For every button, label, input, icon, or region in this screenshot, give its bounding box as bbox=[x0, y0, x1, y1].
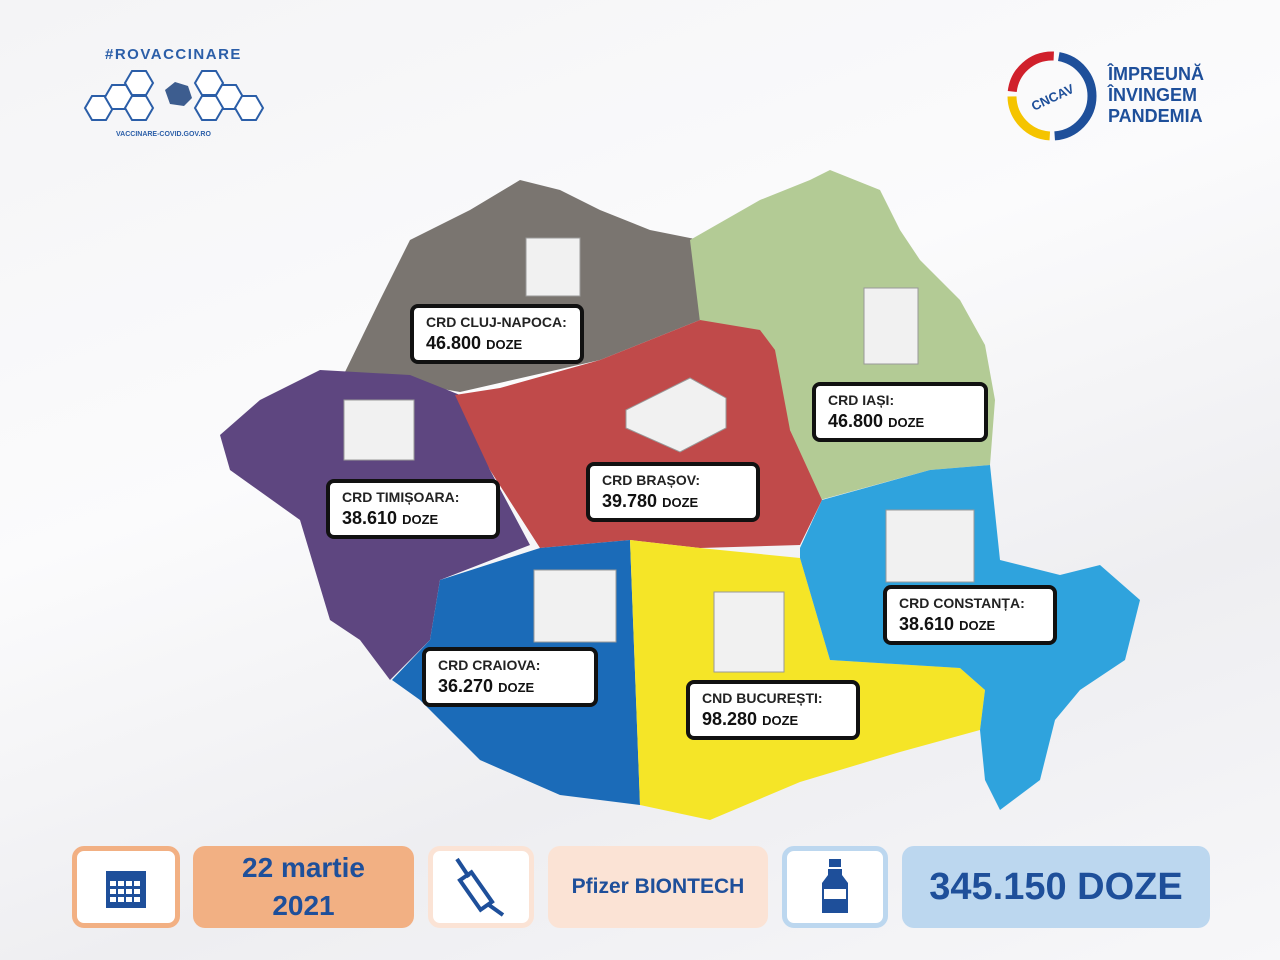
vial-box bbox=[782, 846, 888, 928]
building-icon bbox=[343, 399, 415, 461]
region-label-craiova: CRD CRAIOVA: 36.270 DOZE bbox=[422, 647, 598, 707]
region-unit: DOZE bbox=[402, 512, 439, 527]
region-name: CRD IAȘI: bbox=[828, 392, 895, 408]
region-doses: 38.610 bbox=[899, 614, 955, 634]
region-label-cluj: CRD CLUJ-NAPOCA: 46.800 DOZE bbox=[410, 304, 584, 364]
region-label-constanta: CRD CONSTANȚA: 38.610 DOZE bbox=[883, 585, 1057, 645]
region-label-bucuresti: CND BUCUREȘTI: 98.280 DOZE bbox=[686, 680, 860, 740]
region-doses: 36.270 bbox=[438, 676, 494, 696]
region-unit: DOZE bbox=[888, 415, 925, 430]
region-unit: DOZE bbox=[959, 618, 996, 633]
building-icon bbox=[713, 591, 785, 673]
region-name: CRD TIMIȘOARA: bbox=[342, 489, 460, 505]
region-doses: 38.610 bbox=[342, 508, 398, 528]
building-icons bbox=[343, 237, 975, 673]
region-unit: DOZE bbox=[762, 713, 799, 728]
total-doses: 345.150 DOZE bbox=[902, 846, 1210, 928]
syringe-box bbox=[428, 846, 534, 928]
website-url: VACCINARE-COVID.GOV.RO bbox=[116, 131, 211, 138]
slogan-line: PANDEMIA bbox=[1108, 106, 1203, 126]
region-doses: 46.800 bbox=[828, 411, 884, 431]
region-doses: 39.780 bbox=[602, 491, 658, 511]
region-doses: 98.280 bbox=[702, 709, 758, 729]
date-box: 22 martie 2021 bbox=[193, 846, 414, 928]
region-name: CRD CLUJ-NAPOCA: bbox=[426, 314, 567, 330]
vial-icon bbox=[822, 859, 848, 913]
cncav-logo: CNCAV bbox=[1007, 51, 1097, 141]
building-icon bbox=[863, 287, 919, 365]
region-name: CND BUCUREȘTI: bbox=[702, 690, 823, 706]
region-doses: 46.800 bbox=[426, 333, 482, 353]
slogan: ÎMPREUNĂ ÎNVINGEM PANDEMIA bbox=[1108, 64, 1204, 127]
vaccination-logo-icons bbox=[83, 70, 265, 121]
region-label-iasi: CRD IAȘI: 46.800 DOZE bbox=[812, 382, 988, 442]
slogan-line: ÎMPREUNĂ bbox=[1108, 64, 1205, 84]
building-icon bbox=[533, 569, 617, 643]
vaccine-box: Pfizer BIONTECH bbox=[548, 846, 768, 928]
region-unit: DOZE bbox=[662, 495, 699, 510]
region-label-timisoara: CRD TIMIȘOARA: 38.610 DOZE bbox=[326, 479, 500, 539]
hashtag: #ROVACCINARE bbox=[105, 46, 242, 63]
region-name: CRD CONSTANȚA: bbox=[899, 595, 1025, 611]
region-unit: DOZE bbox=[486, 337, 523, 352]
date-line: 22 martie bbox=[242, 852, 365, 883]
region-name: CRD BRAȘOV: bbox=[602, 472, 701, 488]
building-icon bbox=[885, 509, 975, 583]
building-icon bbox=[625, 377, 727, 453]
calendar-box bbox=[72, 846, 180, 928]
region-name: CRD CRAIOVA: bbox=[438, 657, 541, 673]
date-line: 2021 bbox=[272, 890, 335, 921]
romania-map bbox=[220, 170, 1140, 820]
calendar-icon bbox=[106, 871, 146, 908]
slogan-line: ÎNVINGEM bbox=[1108, 85, 1198, 105]
region-unit: DOZE bbox=[498, 680, 535, 695]
region-label-brasov: CRD BRAȘOV: 39.780 DOZE bbox=[586, 462, 760, 522]
syringe-icon bbox=[455, 857, 505, 917]
building-icon bbox=[525, 237, 581, 297]
